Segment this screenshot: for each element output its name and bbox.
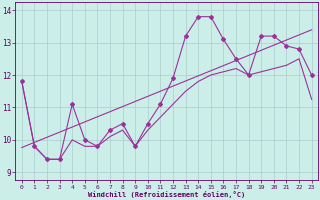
- X-axis label: Windchill (Refroidissement éolien,°C): Windchill (Refroidissement éolien,°C): [88, 191, 245, 198]
